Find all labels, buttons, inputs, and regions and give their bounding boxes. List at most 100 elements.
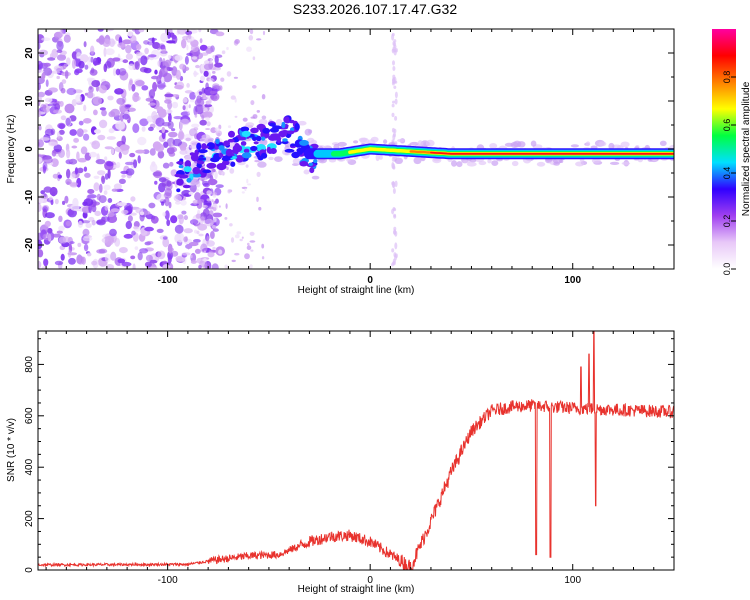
heatmap-cell xyxy=(68,158,78,165)
heatmap-cell xyxy=(205,47,213,55)
heatmap-cell xyxy=(205,128,211,130)
heatmap-cell xyxy=(107,215,118,223)
heatmap-ridge xyxy=(173,115,674,202)
heatmap-cell xyxy=(66,57,71,66)
heatmap-cell xyxy=(76,177,82,188)
heatmap-cell xyxy=(164,196,170,207)
heatmap-cell xyxy=(212,212,223,218)
heatmap-cell xyxy=(203,70,209,77)
heatmap-cell xyxy=(151,75,159,80)
heatmap-cell xyxy=(191,172,202,178)
heatmap-cell xyxy=(40,194,49,200)
heatmap-cell xyxy=(383,139,388,144)
heatmap-cell xyxy=(232,144,243,153)
heatmap-cell xyxy=(168,201,172,209)
heatmap-cell xyxy=(181,252,191,256)
heatmap-cell xyxy=(559,159,564,163)
x-tick-label: -100 xyxy=(158,275,178,286)
heatmap-cell xyxy=(228,130,235,138)
y-tick-label: -10 xyxy=(24,189,35,204)
heatmap-cell xyxy=(104,146,114,150)
heatmap-cell xyxy=(511,160,519,167)
heatmap-cell xyxy=(206,262,211,269)
heatmap-cell xyxy=(124,161,135,166)
heatmap-cell xyxy=(62,200,66,205)
heatmap-cell xyxy=(229,168,235,174)
heatmap-cell xyxy=(171,66,178,76)
heatmap-cell xyxy=(122,113,130,120)
heatmap-cell xyxy=(106,136,116,140)
heatmap-cell xyxy=(394,157,403,164)
heatmap-cell xyxy=(310,139,318,145)
heatmap-cell xyxy=(107,198,113,203)
heatmap-cell xyxy=(75,52,82,60)
heatmap-cell xyxy=(122,39,132,45)
heatmap-cell xyxy=(159,49,168,57)
heatmap-cell xyxy=(203,250,207,254)
heatmap-band xyxy=(430,151,674,155)
heatmap-cell xyxy=(169,161,174,167)
heatmap-cell xyxy=(188,34,192,40)
heatmap-cell xyxy=(111,148,115,155)
heatmap-cell xyxy=(43,62,51,67)
heatmap-cell xyxy=(243,148,250,154)
heatmap-cell xyxy=(215,31,225,37)
heatmap-cell xyxy=(77,167,84,174)
heatmap-cell xyxy=(206,198,211,202)
heatmap-cell xyxy=(393,76,397,84)
heatmap-cell xyxy=(101,175,106,185)
heatmap-cell xyxy=(132,263,136,269)
colorbar: 0.0 0.2 0.4 0.6 0.8 Normalized spectral ampl… xyxy=(712,29,750,275)
heatmap-cell xyxy=(106,161,114,167)
y-tick-label: 800 xyxy=(24,356,35,373)
heatmap-cell xyxy=(104,253,111,263)
heatmap-cell xyxy=(77,242,82,248)
heatmap-cell xyxy=(110,108,120,117)
heatmap-ylabel: Frequency (Hz) xyxy=(6,115,17,184)
heatmap-cell xyxy=(234,115,238,118)
heatmap-cell xyxy=(391,112,395,118)
heatmap-cell xyxy=(256,38,262,41)
heatmap-cell xyxy=(214,62,223,68)
heatmap-cell xyxy=(139,248,149,254)
heatmap-cell xyxy=(184,160,192,168)
heatmap-cell xyxy=(267,149,273,154)
heatmap-cell xyxy=(194,111,199,115)
heatmap-cell xyxy=(179,149,188,155)
heatmap-cell xyxy=(240,141,247,146)
heatmap-cell xyxy=(659,140,667,146)
heatmap-cell xyxy=(99,119,108,129)
heatmap-cell xyxy=(51,142,58,146)
heatmap-cell xyxy=(252,85,257,89)
heatmap-cell xyxy=(121,174,126,178)
heatmap-cell xyxy=(212,194,217,198)
x-tick-label: 0 xyxy=(367,575,373,586)
heatmap-cell xyxy=(49,196,53,201)
heatmap-cell xyxy=(59,100,64,107)
heatmap-cell xyxy=(148,102,156,106)
heatmap-cell xyxy=(82,228,90,237)
heatmap-cell xyxy=(40,103,46,111)
heatmap-cell xyxy=(56,49,63,53)
heatmap-cell xyxy=(162,122,171,127)
heatmap-cell xyxy=(149,259,158,264)
heatmap-cell xyxy=(130,255,136,260)
heatmap-cell xyxy=(86,252,92,257)
heatmap-cell xyxy=(98,85,108,94)
heatmap-cell xyxy=(252,56,256,61)
heatmap-cell xyxy=(42,206,48,213)
heatmap-cell xyxy=(88,203,93,214)
heatmap-cell xyxy=(161,76,165,84)
heatmap-cell xyxy=(235,155,244,163)
heatmap-cell xyxy=(189,99,195,103)
heatmap-cell xyxy=(65,178,72,185)
heatmap-cell xyxy=(218,145,225,151)
heatmap-cell xyxy=(456,161,463,168)
heatmap-cell xyxy=(98,248,108,254)
heatmap-cell xyxy=(58,129,65,135)
heatmap-cell xyxy=(125,168,135,176)
snr-ylabel: SNR (10 * v/v) xyxy=(6,418,17,482)
heatmap-cell xyxy=(196,257,204,264)
heatmap-cell xyxy=(202,204,208,209)
